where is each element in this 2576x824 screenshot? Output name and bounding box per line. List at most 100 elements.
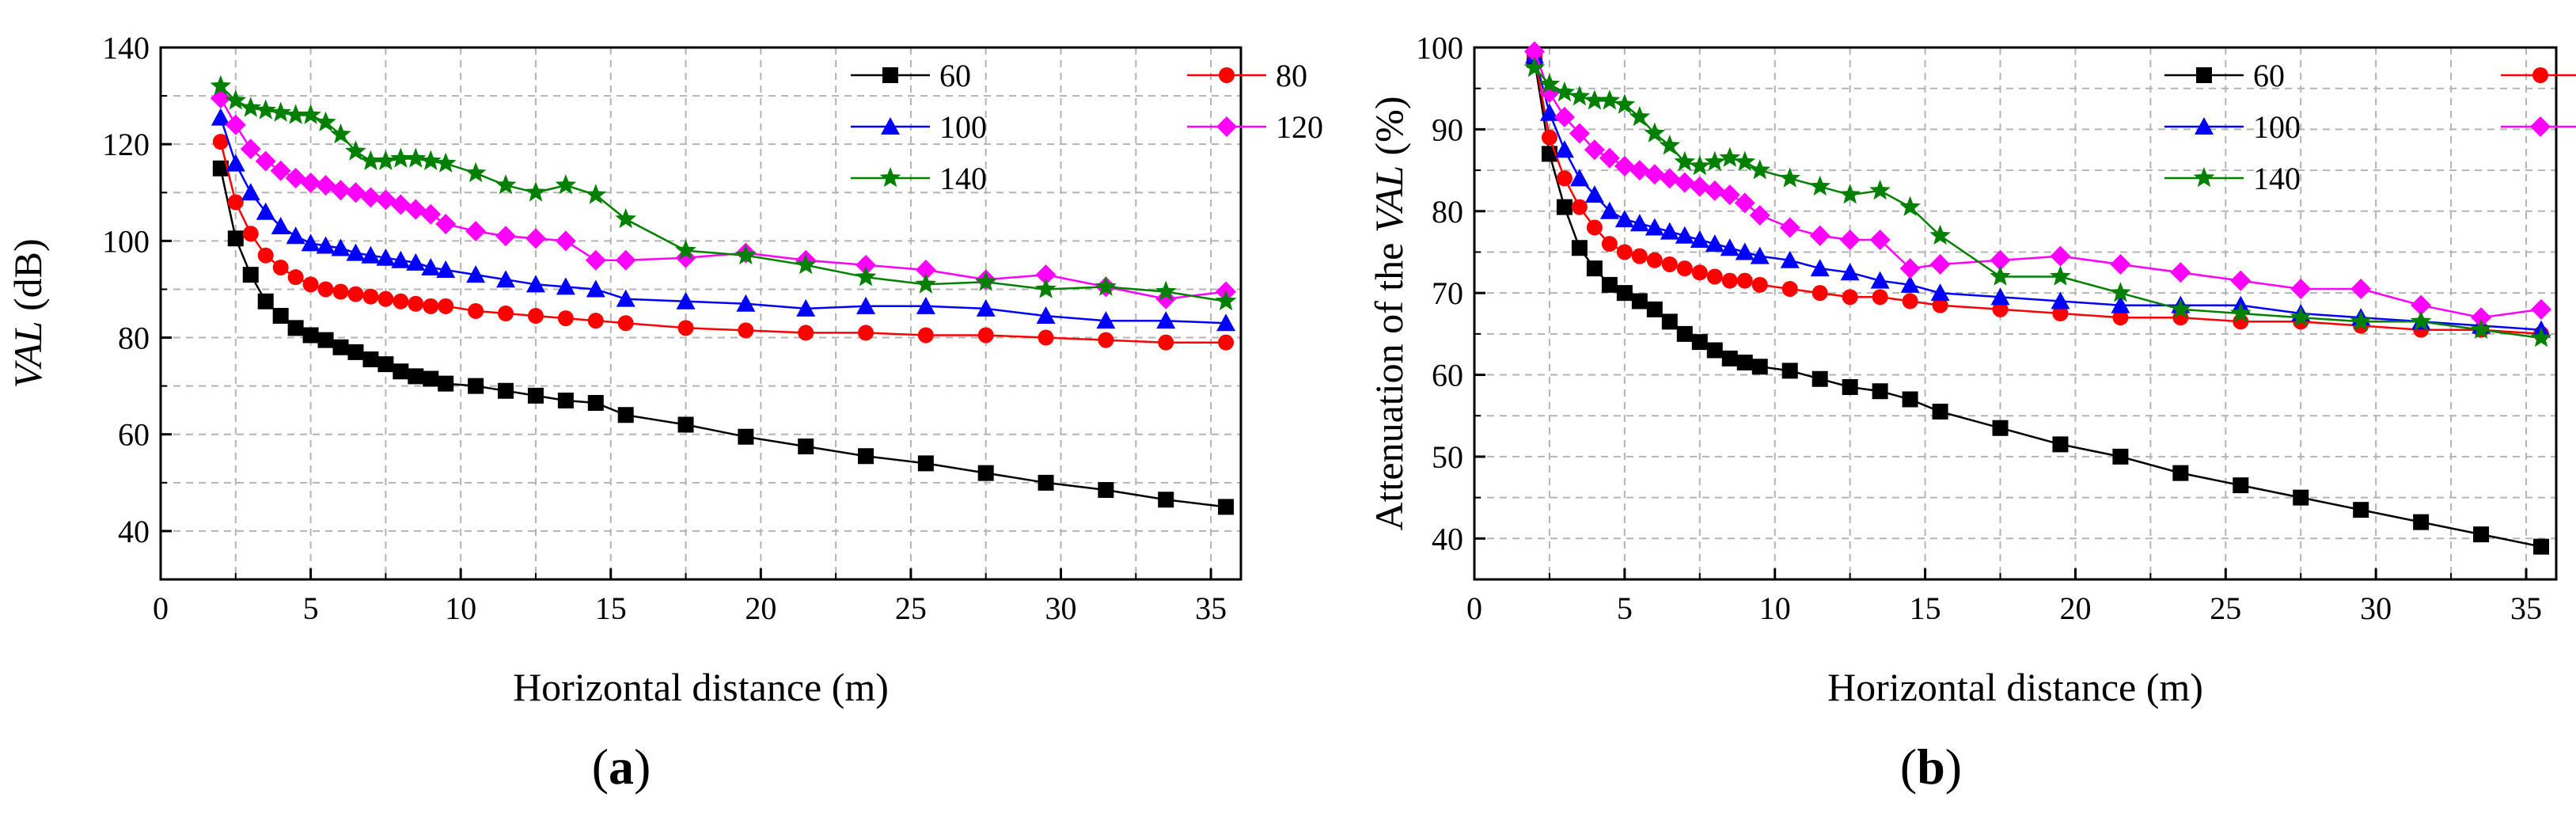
data-point-60 xyxy=(242,267,259,283)
data-point-60 xyxy=(468,378,484,394)
data-point-100 xyxy=(1840,263,1860,281)
data-point-120 xyxy=(1629,160,1650,181)
data-point-100 xyxy=(1629,214,1649,232)
data-point-140 xyxy=(1869,179,1891,200)
data-point-140 xyxy=(1659,135,1681,155)
data-point-140 xyxy=(240,97,262,117)
data-point-80 xyxy=(212,134,229,150)
data-point-60 xyxy=(1218,499,1235,515)
data-point-120 xyxy=(2110,253,2131,275)
data-point-80 xyxy=(1751,276,1768,293)
data-point-120 xyxy=(1674,172,1695,193)
data-point-80 xyxy=(1601,236,1618,253)
panel-label-close: ) xyxy=(634,739,651,795)
data-point-80 xyxy=(1646,252,1663,268)
data-point-80 xyxy=(377,290,394,307)
data-point-140 xyxy=(2230,302,2252,323)
panel-label-letter: a xyxy=(609,739,634,795)
data-point-60 xyxy=(1992,420,2009,436)
data-point-120 xyxy=(555,230,576,252)
data-point-80 xyxy=(557,310,574,327)
data-point-80 xyxy=(1691,264,1708,281)
data-point-140 xyxy=(1704,150,1726,172)
data-point-120 xyxy=(1584,139,1605,161)
data-point-120 xyxy=(435,213,457,234)
data-point-120 xyxy=(1035,264,1057,286)
data-point-140 xyxy=(255,99,276,120)
legend-item-140: 140 xyxy=(851,161,987,196)
data-point-100 xyxy=(256,202,275,220)
data-point-80 xyxy=(1586,219,1603,236)
x-tick-label: 20 xyxy=(2059,590,2091,626)
data-point-140 xyxy=(405,147,427,168)
data-point-100 xyxy=(271,217,290,235)
x-tick-label: 0 xyxy=(153,590,169,626)
panel-label: (a) xyxy=(592,739,651,795)
data-point-80 xyxy=(1218,334,1235,351)
data-point-140 xyxy=(1929,224,1951,245)
series-line-80 xyxy=(1533,55,2542,336)
legend-marker xyxy=(1216,116,1237,137)
data-point-60 xyxy=(408,368,424,385)
y-tick-label: 60 xyxy=(118,417,150,453)
series-120 xyxy=(1523,41,2552,328)
legend-item-100: 100 xyxy=(851,109,987,145)
y-axis-title-italic: VAL xyxy=(1367,165,1411,233)
x-tick-label: 0 xyxy=(1466,590,1482,626)
data-point-120 xyxy=(2170,262,2191,283)
data-point-140 xyxy=(1990,265,2011,286)
y-tick-label: 100 xyxy=(1416,30,1463,66)
data-point-140 xyxy=(1779,167,1800,188)
data-point-80 xyxy=(1781,280,1798,297)
data-point-80 xyxy=(423,298,439,314)
legend-label: 100 xyxy=(939,109,987,145)
data-point-60 xyxy=(1736,355,1753,371)
data-point-80 xyxy=(1038,329,1054,346)
data-point-60 xyxy=(1842,379,1858,396)
data-point-60 xyxy=(272,308,289,325)
data-point-80 xyxy=(798,325,814,341)
data-point-80 xyxy=(468,302,484,319)
data-point-100 xyxy=(796,298,816,317)
data-point-100 xyxy=(1675,226,1694,244)
data-point-120 xyxy=(1990,249,2011,271)
data-point-140 xyxy=(419,150,442,170)
data-point-60 xyxy=(1721,350,1738,366)
data-point-60 xyxy=(1932,404,1948,420)
data-point-60 xyxy=(798,439,814,454)
data-point-60 xyxy=(1601,276,1618,293)
data-point-100 xyxy=(2111,295,2130,313)
x-tick-label: 35 xyxy=(2510,590,2542,626)
data-point-80 xyxy=(1098,332,1114,348)
data-point-60 xyxy=(1706,342,1723,359)
data-point-120 xyxy=(1749,204,1770,226)
data-point-120 xyxy=(1659,168,1680,189)
data-point-60 xyxy=(257,293,274,309)
data-point-60 xyxy=(1098,481,1114,498)
data-point-80 xyxy=(393,293,409,309)
data-point-120 xyxy=(2350,278,2372,299)
data-point-120 xyxy=(2471,307,2492,328)
data-point-140 xyxy=(1095,275,1117,296)
legend: 60 80 100 120 140 xyxy=(2164,58,2576,196)
data-point-140 xyxy=(1719,146,1741,167)
data-point-120 xyxy=(225,114,246,135)
series-line-100 xyxy=(1533,55,2542,331)
data-point-80 xyxy=(738,322,754,339)
data-point-140 xyxy=(434,152,457,173)
data-point-60 xyxy=(1586,260,1603,277)
x-tick-label: 30 xyxy=(1045,590,1077,626)
data-point-80 xyxy=(858,325,874,341)
data-point-140 xyxy=(390,147,412,168)
data-point-80 xyxy=(1812,285,1828,302)
data-point-100 xyxy=(586,279,605,298)
data-point-80 xyxy=(302,276,319,293)
data-point-80 xyxy=(1676,260,1693,277)
data-point-60 xyxy=(1812,370,1828,387)
data-point-140 xyxy=(675,239,696,260)
legend-label: 100 xyxy=(2253,109,2301,145)
data-point-100 xyxy=(226,154,245,172)
data-point-120 xyxy=(1155,288,1177,309)
data-point-60 xyxy=(1676,325,1693,342)
